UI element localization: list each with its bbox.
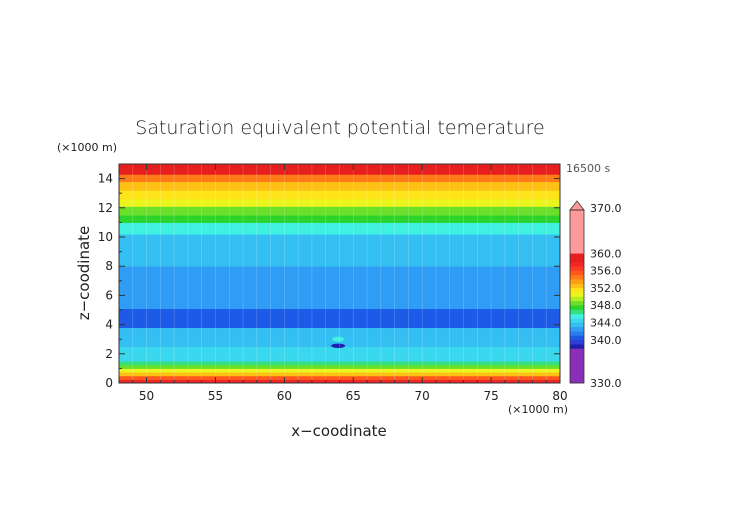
colorbar-label: 370.0 (590, 202, 622, 215)
band-6 (119, 346, 560, 362)
y-tick-label: 2 (105, 347, 113, 361)
colorbar-level-12 (570, 296, 584, 302)
colorbar-label: 352.0 (590, 282, 622, 295)
colorbar-level-13 (570, 292, 584, 297)
colorbar-label: 360.0 (590, 247, 622, 260)
band-13 (119, 206, 560, 216)
x-tick-label: 70 (415, 389, 430, 403)
x-tick-label: 65 (346, 389, 361, 403)
x-axis: 50 55 60 65 70 75 80 (118, 164, 568, 403)
colorbar-level-17 (570, 274, 584, 280)
x-tick-label: 50 (139, 389, 154, 403)
colorbar-level-21 (570, 253, 584, 263)
colorbar-level-15 (570, 283, 584, 289)
colorbar-level-5 (570, 326, 584, 332)
x-tick-label: 60 (277, 389, 292, 403)
y-unit-label: (×1000 m) (57, 141, 117, 154)
chart-title: Saturation equivalent potential temeratu… (135, 117, 544, 139)
colorbar-level-11 (570, 300, 584, 306)
colorbar-level-14 (570, 287, 584, 293)
band-8 (119, 308, 560, 329)
y-tick-label: 0 (105, 376, 113, 390)
band-15 (119, 190, 560, 200)
band-10 (119, 234, 560, 267)
band-2 (119, 372, 560, 377)
colorbar-frame (569, 209, 585, 384)
colorbar-level-20 (570, 261, 584, 267)
y-tick-label: 4 (105, 318, 113, 332)
colorbar-level-10 (570, 305, 584, 310)
colorbar-level-16 (570, 279, 584, 284)
colorbar-level-4 (570, 331, 584, 336)
y-tick-label: 6 (105, 288, 113, 302)
colorbar-label: 330.0 (590, 377, 622, 390)
band-18 (119, 164, 560, 175)
y-tick-label: 8 (105, 259, 113, 273)
band-5 (119, 361, 560, 366)
y-tick-label: 12 (98, 201, 113, 215)
colorbar-extend-arrow (569, 200, 585, 211)
x-axis-label: x−coodinate (291, 422, 387, 440)
band-3 (119, 368, 560, 373)
colorbar-level-0 (570, 348, 584, 384)
colorbar-level-3 (570, 335, 584, 341)
band-14 (119, 199, 560, 207)
colorbar-label: 344.0 (590, 316, 622, 329)
colorbar-level-9 (570, 309, 584, 315)
colorbar-level-22 (570, 210, 584, 254)
band-12 (119, 215, 560, 223)
x-unit-label: (×1000 m) (508, 403, 568, 416)
x-tick-label: 75 (483, 389, 498, 403)
y-tick-label: 10 (98, 230, 113, 244)
colorbar-level-6 (570, 322, 584, 328)
band-16 (119, 181, 560, 191)
plot-area (119, 164, 560, 383)
colorbar-level-7 (570, 318, 584, 323)
band-1 (119, 375, 560, 380)
colorbar-level-19 (570, 266, 584, 271)
colorbar-label: 348.0 (590, 299, 622, 312)
colorbar: 370.0 360.0 356.0 352.0 348.0 344.0 340.0 330.0 (569, 200, 622, 390)
time-label: 16500 s (566, 162, 610, 175)
feature-cell-lower (331, 343, 346, 348)
colorbar-level-2 (570, 339, 584, 345)
colorbar-level-8 (570, 313, 584, 319)
band-9 (119, 266, 560, 310)
grid (118, 164, 561, 383)
colorbar-level-18 (570, 270, 584, 276)
x-tick-label: 80 (552, 389, 567, 403)
x-tick-label: 55 (208, 389, 223, 403)
colorbar-label: 340.0 (590, 334, 622, 347)
colorbar-label: 356.0 (590, 265, 622, 278)
feature-cell-upper (332, 336, 345, 342)
y-axis-label: z−coodinate (75, 226, 93, 321)
band-17 (119, 174, 560, 183)
y-tick-label: 14 (98, 172, 113, 186)
band-11 (119, 222, 560, 235)
y-axis: 0 2 4 6 8 10 12 14 (98, 172, 560, 390)
colorbar-level-1 (570, 344, 584, 349)
band-4 (119, 364, 560, 369)
